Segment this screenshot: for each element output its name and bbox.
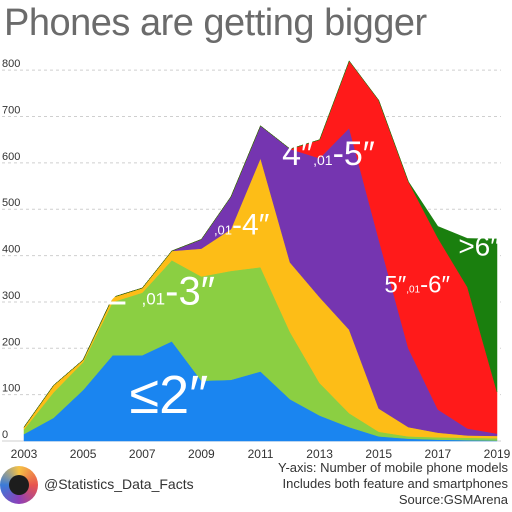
y-tick-label: 400 bbox=[2, 244, 20, 256]
band-label-5: >6″ bbox=[458, 231, 500, 262]
area-series-5 bbox=[23, 60, 498, 428]
x-tick-label: 2011 bbox=[248, 447, 274, 461]
note-includes: Includes both feature and smartphones bbox=[282, 476, 508, 491]
x-axis-ticks: 2003 2005 2007 2009 2011 2013 2015 2017 2019 bbox=[11, 447, 511, 461]
chart-notes: Y-axis: Number of mobile phone models In… bbox=[278, 460, 508, 508]
y-tick-label: 500 bbox=[2, 197, 20, 209]
y-tick-label: 200 bbox=[2, 336, 20, 348]
x-tick-label: 2009 bbox=[188, 447, 215, 461]
band-label-4: 5″,01-6″ bbox=[384, 272, 450, 299]
account-avatar-icon bbox=[0, 466, 38, 504]
x-tick-label: 2005 bbox=[70, 447, 97, 461]
x-tick-label: 2007 bbox=[129, 447, 156, 461]
account-handle: @Statistics_Data_Facts bbox=[44, 476, 194, 492]
x-tick-label: 2017 bbox=[425, 447, 452, 461]
band-label-3: 4″,01-5″ bbox=[282, 135, 375, 173]
x-tick-label: 2015 bbox=[365, 447, 392, 461]
y-tick-label: 100 bbox=[2, 383, 20, 395]
x-tick-label: 2003 bbox=[11, 447, 38, 461]
x-tick-label: 2013 bbox=[306, 447, 333, 461]
area-series bbox=[23, 60, 498, 442]
band-label-1: 2″,01-3″ bbox=[105, 269, 215, 313]
y-axis-ticks: 0 100 200 300 400 500 600 700 800 bbox=[2, 58, 20, 441]
band-labels: ≤2″ 2″,01-3″ 3″,01-4″ 4″,01-5″ 5″,01-6″ >6″ bbox=[105, 135, 500, 425]
note-source: Source:GSMArena bbox=[398, 492, 508, 507]
band-label-0: ≤2″ bbox=[129, 365, 208, 425]
y-tick-label: 0 bbox=[2, 429, 8, 441]
y-tick-label: 300 bbox=[2, 290, 20, 302]
x-tick-label: 2019 bbox=[484, 447, 511, 461]
note-y-axis: Y-axis: Number of mobile phone models bbox=[277, 460, 508, 475]
y-tick-label: 600 bbox=[2, 151, 20, 163]
y-tick-label: 800 bbox=[2, 58, 20, 70]
y-tick-label: 700 bbox=[2, 105, 20, 117]
band-label-2: 3″,01-4″ bbox=[187, 209, 270, 242]
chart-title: Phones are getting bigger bbox=[4, 2, 427, 44]
